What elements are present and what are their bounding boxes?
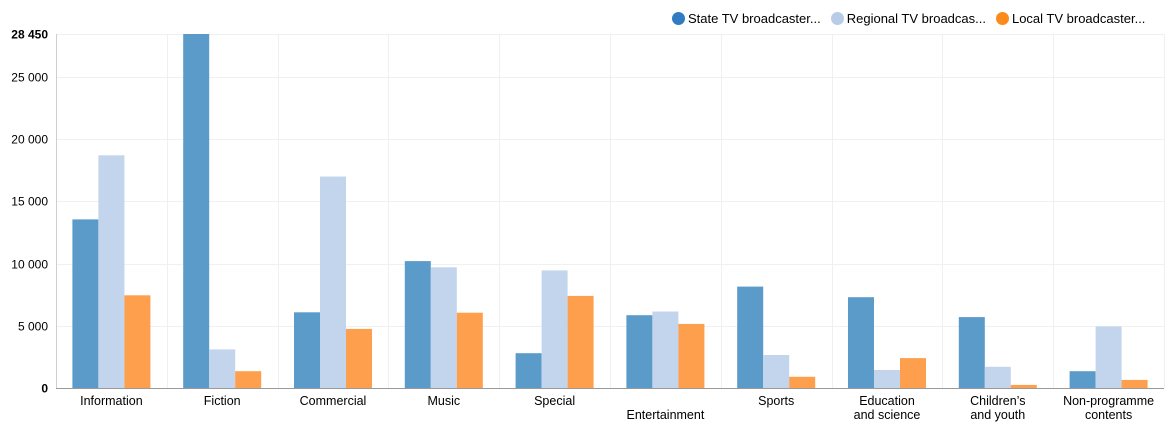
bar[interactable] [72, 219, 99, 388]
bar[interactable] [124, 295, 151, 388]
bar[interactable] [320, 176, 346, 389]
bar[interactable] [958, 317, 985, 388]
y-tick-label: 0 [41, 382, 48, 396]
x-tick-label: Non-programme contents [1063, 394, 1154, 422]
y-tick-label: 20 000 [11, 133, 48, 147]
x-tick-label: Education and science [854, 394, 921, 422]
bar[interactable] [515, 353, 542, 388]
bar[interactable] [678, 323, 705, 388]
bar[interactable] [874, 370, 900, 388]
bars [72, 34, 1148, 389]
bar[interactable] [294, 312, 320, 388]
legend-swatch [672, 11, 685, 25]
y-tick-label: 15 000 [11, 195, 48, 209]
x-tick-label: Commercial [300, 394, 367, 408]
chart-legend: State TV broadcaster... Regional TV broad… [672, 9, 1145, 27]
bar[interactable] [209, 349, 236, 388]
bar[interactable] [652, 311, 679, 389]
y-tick-label: 28 450 [11, 28, 48, 42]
bar[interactable] [1069, 371, 1096, 388]
bar[interactable] [900, 358, 926, 388]
bar[interactable] [567, 295, 594, 388]
x-tick-label: Children’s and youth [970, 394, 1025, 422]
bar[interactable] [456, 312, 483, 388]
bar[interactable] [984, 366, 1011, 388]
y-tick-label: 25 000 [11, 71, 48, 85]
x-tick-label: Entertainment [626, 408, 704, 422]
x-tick-label: Music [427, 394, 460, 408]
y-axis: 0 5 000 10 000 15 000 20 000 25 000 28 450 [11, 28, 48, 396]
bar[interactable] [763, 355, 790, 388]
x-tick-label: Information [80, 394, 143, 408]
x-tick-label: Special [534, 394, 575, 408]
bar[interactable] [430, 267, 457, 388]
bar[interactable] [235, 371, 262, 388]
legend-item[interactable]: Regional TV broadcas... [830, 10, 986, 26]
bar[interactable] [183, 34, 210, 388]
bar[interactable] [737, 286, 764, 388]
legend-label: Regional TV broadcas... [846, 10, 986, 26]
x-tick-label: Fiction [204, 394, 241, 408]
bar[interactable] [1010, 384, 1037, 388]
x-axis: Information Fiction Commercial Music Special… [80, 394, 1154, 422]
bar[interactable] [98, 155, 125, 388]
bar[interactable] [626, 315, 653, 388]
legend-swatch [830, 11, 844, 25]
y-tick-label: 10 000 [11, 258, 48, 272]
bar[interactable] [346, 328, 372, 388]
bar[interactable] [1095, 326, 1122, 388]
bar[interactable] [404, 261, 431, 388]
x-tick-label: Sports [758, 394, 794, 408]
legend-item[interactable]: Local TV broadcaster... [995, 10, 1146, 26]
bar[interactable] [1121, 379, 1148, 388]
legend-label: State TV broadcaster... [688, 10, 821, 26]
grid-lines [56, 34, 1165, 388]
legend-item[interactable]: State TV broadcaster... [672, 11, 821, 26]
y-tick-label: 5 000 [18, 320, 48, 334]
bar[interactable] [789, 376, 816, 388]
bar[interactable] [848, 297, 874, 388]
legend-label: Local TV broadcaster... [1011, 10, 1146, 26]
legend-swatch [995, 11, 1009, 25]
bar[interactable] [541, 270, 568, 388]
